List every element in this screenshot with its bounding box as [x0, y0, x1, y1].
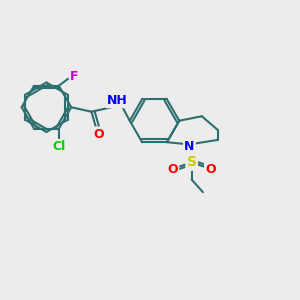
Text: N: N [184, 140, 195, 153]
Text: Cl: Cl [52, 140, 65, 153]
Text: O: O [93, 128, 104, 141]
Text: F: F [70, 70, 79, 83]
Text: NH: NH [107, 94, 128, 107]
Text: S: S [187, 155, 197, 170]
Text: O: O [167, 163, 178, 176]
Text: O: O [205, 163, 216, 176]
